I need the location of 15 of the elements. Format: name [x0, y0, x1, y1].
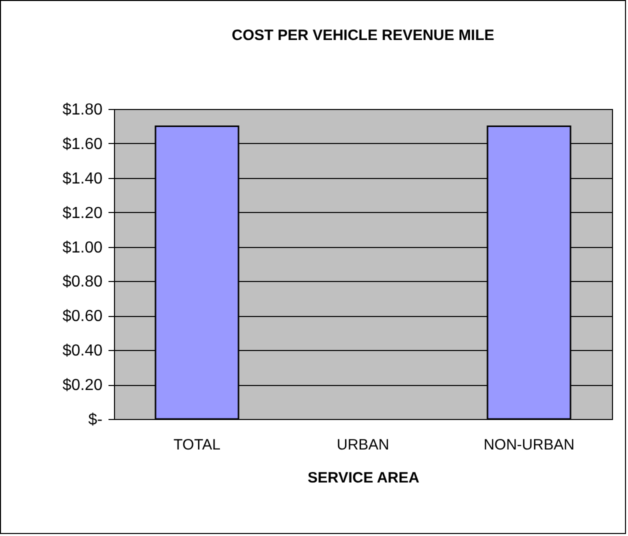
y-tick-label: $1.80: [62, 102, 103, 118]
chart-title: COST PER VEHICLE REVENUE MILE: [232, 27, 494, 44]
y-tick-label: $0.80: [62, 274, 103, 291]
y-tick-label: $0.60: [62, 308, 103, 326]
x-tick-label: NON-URBAN: [484, 436, 574, 454]
x-axis-title: SERVICE AREA: [308, 470, 420, 486]
y-tick-label: $1.60: [62, 136, 103, 153]
y-tick-label: $0.40: [62, 342, 103, 360]
y-tick-label: $1.40: [62, 170, 103, 188]
x-tick-label: URBAN: [336, 436, 390, 454]
y-tick-label: $1.00: [62, 239, 103, 256]
y-tick-label: $0.20: [62, 377, 103, 394]
y-tick-label: $1.20: [62, 204, 103, 222]
x-tick-label: TOTAL: [174, 436, 220, 454]
y-tick-label: $-: [88, 412, 102, 428]
